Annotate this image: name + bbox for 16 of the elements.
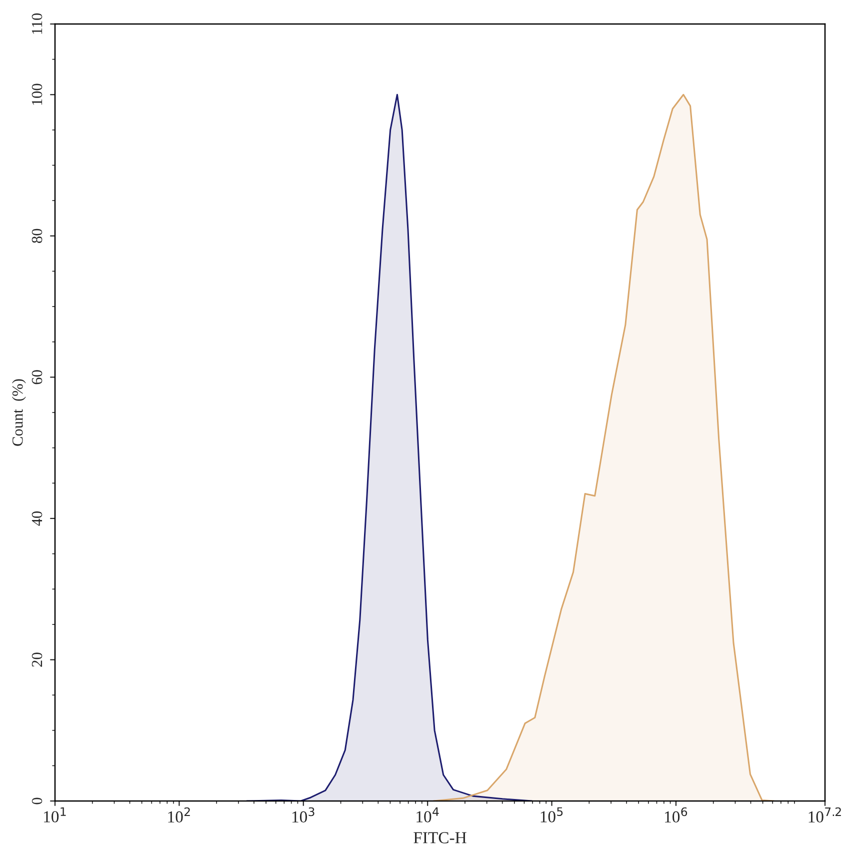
y-tick-label: 80 bbox=[32, 228, 42, 243]
y-tick-label: 100 bbox=[32, 84, 42, 105]
x-tick-label: 10$^{4}$ bbox=[416, 807, 439, 822]
x-axis-title: FITC-H bbox=[414, 832, 466, 844]
x-tick-label: 10$^{7.2}$ bbox=[808, 807, 841, 823]
y-tick-label: 20 bbox=[32, 652, 42, 667]
y-tick-label: 40 bbox=[32, 511, 42, 526]
y-tick-label: 60 bbox=[32, 370, 42, 384]
x-tick-label: 10$^{6}$ bbox=[665, 807, 688, 823]
y-tick-label: 110 bbox=[32, 13, 42, 34]
y-tick-label: 0 bbox=[32, 798, 42, 804]
y-axis-title: Count (%) bbox=[12, 379, 26, 446]
x-tick-label: 10$^{2}$ bbox=[168, 807, 190, 823]
x-tick-label: 10$^{5}$ bbox=[540, 807, 563, 822]
x-tick-label: 10$^{1}$ bbox=[44, 807, 66, 822]
x-tick-label: 10$^{3}$ bbox=[292, 807, 314, 823]
